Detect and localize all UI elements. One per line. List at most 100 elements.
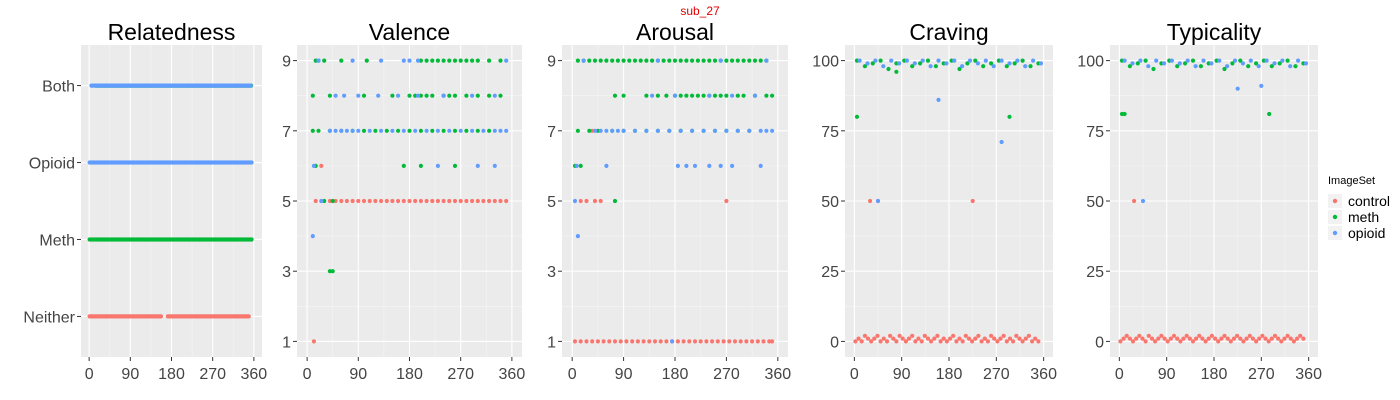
data-point-control: [944, 339, 950, 344]
data-point-control: [1171, 333, 1177, 338]
data-point-control: [1030, 339, 1035, 344]
data-point-control: [698, 339, 703, 344]
data-point-control: [1162, 336, 1167, 341]
data-point-meth: [1222, 66, 1227, 72]
data-point-meth: [1175, 64, 1180, 69]
data-point-meth: [498, 58, 503, 63]
y-tick-label: 0: [830, 334, 839, 351]
data-point-control: [1118, 339, 1123, 344]
data-point-opioid: [415, 93, 421, 98]
data-point-opioid: [912, 61, 917, 66]
data-point-control: [612, 339, 618, 344]
data-point-meth: [701, 58, 706, 63]
data-point-opioid: [889, 58, 894, 63]
data-point-opioid: [707, 163, 712, 168]
data-point-control: [1216, 339, 1221, 344]
data-point-control: [1219, 336, 1224, 341]
data-point-meth: [973, 58, 978, 63]
data-point-meth: [322, 58, 327, 63]
legend-label-opioid: opioid: [1348, 225, 1385, 241]
data-point-meth: [475, 93, 480, 98]
data-point-control: [1254, 339, 1259, 344]
panel-title: Relatedness: [108, 19, 236, 45]
data-point-control: [869, 339, 874, 344]
data-point-control: [1238, 336, 1243, 341]
data-point-control: [897, 333, 902, 338]
data-points: [87, 83, 254, 319]
y-tick-label: 3: [547, 264, 556, 281]
data-point-meth: [418, 163, 423, 168]
y-tick-label: Meth: [39, 232, 75, 249]
data-point-control: [373, 198, 378, 204]
data-point-control: [1149, 336, 1155, 341]
data-point-opioid: [1122, 58, 1127, 63]
data-point-meth: [447, 93, 452, 98]
data-point-meth: [1267, 111, 1272, 117]
legend-key-opioid: [1332, 230, 1338, 236]
y-tick-label: Opioid: [29, 156, 75, 173]
data-point-control: [925, 336, 931, 341]
data-point-meth: [575, 58, 581, 63]
data-point-control: [1190, 339, 1196, 344]
data-point-meth: [621, 93, 626, 98]
data-point-meth: [758, 58, 763, 63]
data-point-control: [1011, 339, 1016, 344]
data-point-control: [1187, 336, 1192, 341]
data-point-control: [1156, 336, 1161, 341]
data-point-meth: [407, 93, 412, 98]
x-tick-label: 90: [121, 366, 139, 383]
data-point-meth: [661, 58, 666, 63]
data-point-control: [1178, 339, 1183, 344]
data-point-control: [744, 339, 749, 344]
data-point-meth: [361, 128, 367, 133]
data-point-opioid: [701, 128, 706, 133]
y-tick-label: 1: [282, 334, 291, 351]
data-point-opioid: [1038, 61, 1044, 66]
y-tick-label: 25: [1086, 264, 1104, 281]
data-point-opioid: [1162, 61, 1167, 66]
data-point-control: [982, 336, 987, 341]
data-point-control: [738, 339, 743, 344]
data-point-control: [311, 339, 316, 344]
data-point-meth: [684, 58, 689, 63]
data-point-opioid: [881, 64, 886, 69]
data-point-control: [384, 198, 389, 204]
data-point-meth: [621, 58, 626, 63]
panel-title: Craving: [909, 19, 988, 45]
legend-label-meth: meth: [1348, 209, 1379, 225]
data-point-opioid: [574, 163, 579, 168]
data-point-meth: [965, 61, 970, 66]
data-point-meth: [418, 58, 423, 63]
data-point-control: [313, 198, 318, 204]
data-point-meth: [735, 58, 740, 63]
data-point-meth: [1198, 64, 1203, 69]
data-point-meth: [435, 58, 440, 63]
data-point-opioid: [311, 163, 316, 168]
data-point-control: [903, 339, 909, 344]
data-point-opioid: [672, 93, 678, 98]
data-point-meth: [396, 128, 401, 133]
data-point-control: [1159, 333, 1164, 338]
data-point-control: [344, 198, 349, 204]
data-point-opioid: [356, 93, 361, 98]
data-point-control: [641, 339, 646, 344]
data-point-opioid: [655, 58, 661, 63]
data-point-meth: [612, 198, 618, 204]
data-point-control: [878, 339, 883, 344]
data-point-opioid: [572, 198, 578, 204]
data-point-control: [859, 339, 864, 344]
data-points: [853, 58, 1044, 344]
data-point-opioid: [390, 128, 395, 133]
data-point-meth: [1135, 61, 1140, 66]
data-point-control: [1206, 336, 1211, 341]
x-tick-label: 90: [349, 366, 367, 383]
data-point-control: [910, 333, 915, 338]
data-point-meth: [464, 58, 469, 63]
data-point-control: [872, 336, 877, 341]
data-point-meth: [724, 58, 729, 63]
data-point-control: [630, 339, 635, 344]
data-point-meth: [470, 58, 475, 63]
data-point-opioid: [333, 93, 338, 98]
data-point-opioid: [1303, 61, 1309, 66]
